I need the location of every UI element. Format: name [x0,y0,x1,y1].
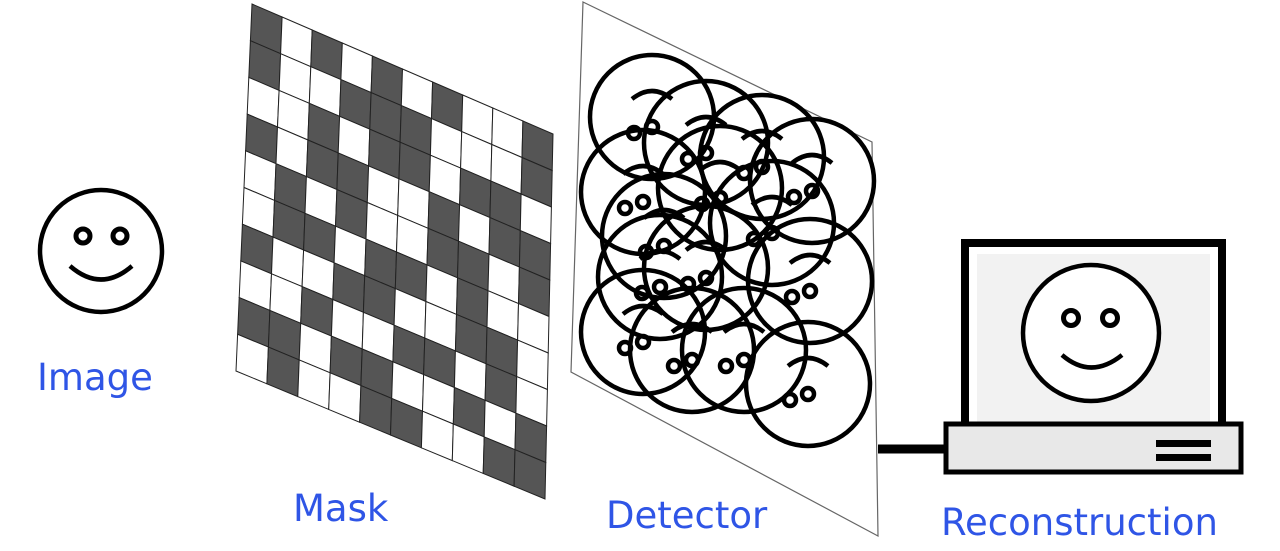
detector-smiley-pattern [578,52,877,449]
drive-slot-icon [1156,440,1211,447]
coded-mask [235,3,554,500]
reconstructed-smiley-icon [1020,262,1162,404]
mask-label: Mask [293,487,389,530]
projected-smiley-icon [595,212,725,342]
drive-slot-icon [1156,454,1211,461]
computer-monitor-icon [943,239,1244,475]
mask-cell [513,448,547,500]
computer-base [943,421,1244,475]
projected-smiley-icon [745,216,875,346]
reconstruction-label: Reconstruction [941,501,1218,544]
projected-smiley-icon [655,123,785,253]
projected-smiley-icon [743,319,873,449]
projected-smiley-icon [747,116,877,246]
detector-label: Detector [606,494,768,537]
image-label: Image [37,356,153,399]
source-smiley-icon [37,187,165,315]
detector-plane [570,1,879,538]
